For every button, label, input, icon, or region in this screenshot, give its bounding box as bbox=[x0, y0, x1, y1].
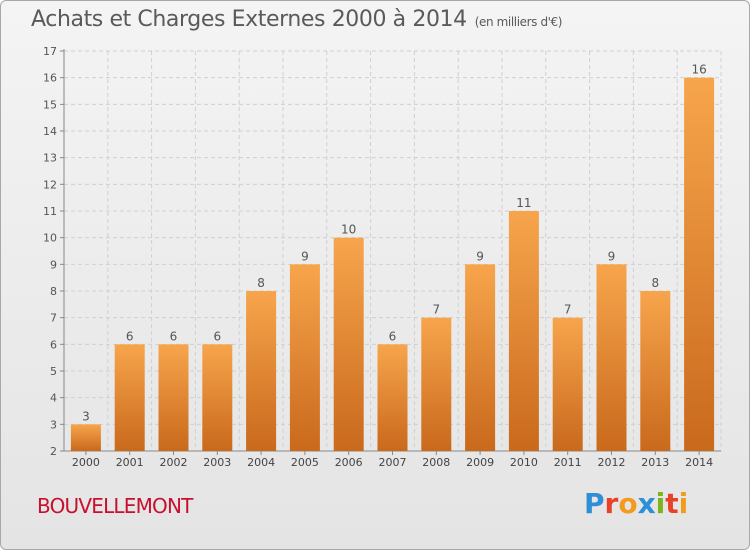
commune-name: BOUVELLEMONT bbox=[37, 494, 193, 518]
x-tick-label-2014: 2014 bbox=[685, 456, 713, 469]
x-tick-label-2008: 2008 bbox=[422, 456, 450, 469]
y-tick-label: 16 bbox=[43, 72, 57, 85]
x-tick-label-2006: 2006 bbox=[335, 456, 363, 469]
value-label-2003: 6 bbox=[213, 329, 221, 343]
x-tick-label-2004: 2004 bbox=[247, 456, 275, 469]
value-label-2002: 6 bbox=[170, 329, 178, 343]
value-label-2004: 8 bbox=[257, 276, 265, 290]
x-tick-label-2010: 2010 bbox=[510, 456, 538, 469]
y-tick-label: 4 bbox=[50, 392, 57, 405]
bar-2008 bbox=[421, 317, 452, 451]
value-label-2001: 6 bbox=[126, 329, 134, 343]
x-tick-label-2011: 2011 bbox=[554, 456, 582, 469]
value-label-2014: 16 bbox=[691, 63, 706, 77]
x-tick-label-2001: 2001 bbox=[116, 456, 144, 469]
bar-2010 bbox=[508, 211, 539, 451]
chart-title-text: Achats et Charges Externes 2000 à 2014 bbox=[31, 7, 467, 32]
bars bbox=[70, 77, 715, 452]
value-label-2008: 7 bbox=[432, 303, 440, 317]
bar-2006 bbox=[333, 237, 364, 451]
y-tick-label: 7 bbox=[50, 312, 57, 325]
bar-2004 bbox=[246, 291, 277, 451]
x-tick-label-2013: 2013 bbox=[641, 456, 669, 469]
bar-2002 bbox=[158, 344, 189, 451]
proxiti-logo: Proxiti bbox=[584, 487, 688, 520]
value-label-2000: 3 bbox=[82, 409, 90, 423]
y-tick-label: 14 bbox=[43, 125, 57, 138]
y-tick-label: 10 bbox=[43, 232, 57, 245]
bar-2007 bbox=[377, 344, 408, 451]
bar-2012 bbox=[596, 264, 627, 451]
y-tick-label: 15 bbox=[43, 98, 57, 111]
y-tick-label: 8 bbox=[50, 285, 57, 298]
logo-letter: t bbox=[665, 487, 679, 520]
bar-2003 bbox=[202, 344, 233, 451]
value-label-2007: 6 bbox=[389, 329, 397, 343]
y-tick-label: 2 bbox=[50, 445, 57, 458]
logo-letter: i bbox=[678, 487, 689, 520]
logo-letter: i bbox=[655, 487, 666, 520]
y-tick-label: 11 bbox=[43, 205, 57, 218]
y-tick-label: 9 bbox=[50, 258, 57, 271]
value-label-2005: 9 bbox=[301, 249, 309, 263]
x-tick-label-2009: 2009 bbox=[466, 456, 494, 469]
logo-letter: x bbox=[637, 487, 656, 520]
x-tick-label-2005: 2005 bbox=[291, 456, 319, 469]
bar-2009 bbox=[465, 264, 496, 451]
value-label-2009: 9 bbox=[476, 249, 484, 263]
value-label-2013: 8 bbox=[651, 276, 659, 290]
bar-2005 bbox=[289, 264, 320, 451]
y-tick-label: 17 bbox=[43, 45, 57, 58]
chart-unit: (en milliers d'€) bbox=[474, 15, 563, 29]
logo-letter: o bbox=[618, 487, 638, 520]
y-tick-label: 3 bbox=[50, 418, 57, 431]
x-tick-label-2007: 2007 bbox=[379, 456, 407, 469]
bar-2013 bbox=[640, 291, 671, 451]
bar-2001 bbox=[114, 344, 145, 451]
value-label-2011: 7 bbox=[564, 303, 572, 317]
bar-2011 bbox=[552, 317, 583, 451]
y-tick-label: 13 bbox=[43, 152, 57, 165]
axes: 2 3 4 5 6 7 8 9 10 11 12 13 14 15 16 17 2000 2001 2002 2003… bbox=[43, 45, 721, 469]
bar-2000 bbox=[70, 424, 101, 451]
value-label-2010: 11 bbox=[516, 196, 531, 210]
y-tick-label: 6 bbox=[50, 338, 57, 351]
y-tick-label: 5 bbox=[50, 365, 57, 378]
chart-title: Achats et Charges Externes 2000 à 2014 (e… bbox=[31, 7, 562, 32]
x-tick-label-2002: 2002 bbox=[160, 456, 188, 469]
bar-2014 bbox=[684, 77, 715, 452]
value-label-2012: 9 bbox=[608, 249, 616, 263]
logo-letter: P bbox=[584, 487, 605, 520]
x-tick-label-2003: 2003 bbox=[203, 456, 231, 469]
x-tick-label-2012: 2012 bbox=[598, 456, 626, 469]
y-tick-label: 12 bbox=[43, 178, 57, 191]
data-labels: 3 6 6 6 8 9 10 6 7 9 11 7 9 8 16 bbox=[82, 63, 707, 424]
logo-letter: r bbox=[604, 487, 619, 520]
x-tick-label-2000: 2000 bbox=[72, 456, 100, 469]
value-label-2006: 10 bbox=[341, 223, 356, 237]
